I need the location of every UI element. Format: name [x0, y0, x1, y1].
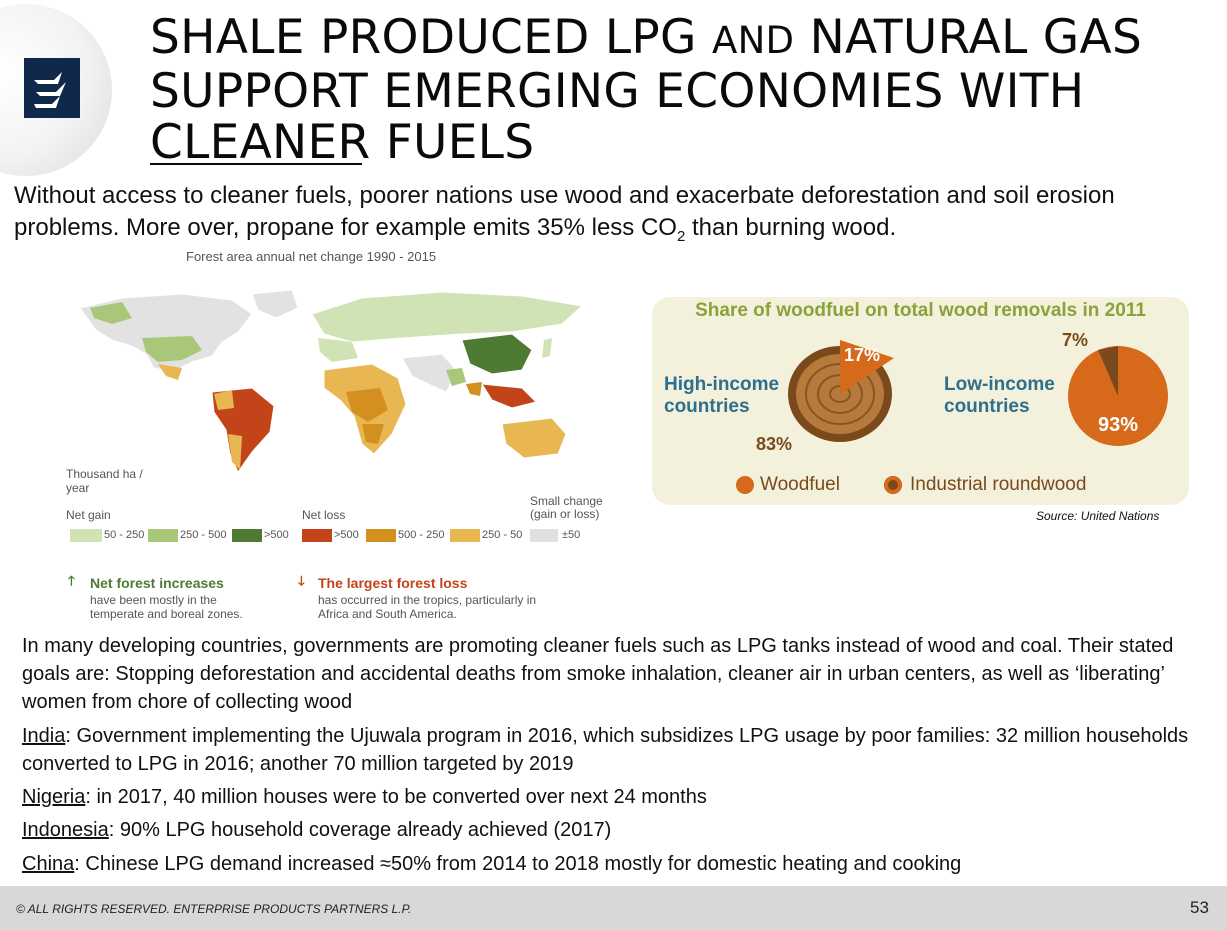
- footer-bar: [0, 886, 1227, 930]
- legend-label: ±50: [562, 529, 581, 541]
- company-logo: [24, 58, 80, 118]
- small-change-label: Small change (gain or loss): [530, 494, 603, 521]
- copyright-text: © ALL RIGHTS RESERVED. ENTERPRISE PRODUC…: [16, 902, 412, 916]
- page-title: SHALE PRODUCED LPG AND NATURAL GAS SUPPO…: [150, 10, 1143, 170]
- low-woodfuel-pct: 93%: [1098, 414, 1139, 436]
- intro-text: Without access to cleaner fuels, poorer …: [14, 182, 1115, 245]
- legend-swatch: [302, 529, 332, 542]
- legend-label: >500: [264, 529, 289, 541]
- map-unit-label: Thousand ha / year: [66, 467, 143, 495]
- low-industrial-pct: 7%: [1062, 330, 1089, 350]
- legend-label: 500 - 250: [398, 529, 445, 541]
- body-paragraph: In many developing countries, government…: [22, 635, 1174, 713]
- bullet-india: India: Government implementing the Ujuwa…: [22, 725, 1189, 775]
- loss-note-text: has occurred in the tropics, particularl…: [318, 593, 537, 621]
- legend-label: 250 - 500: [180, 529, 227, 541]
- low-income-pie-chart: [1068, 346, 1168, 446]
- bullet-china: China: Chinese LPG demand increased ≈50%…: [22, 853, 962, 875]
- legend-swatch: [70, 529, 102, 542]
- net-loss-label: Net loss: [302, 508, 346, 522]
- high-income-log-chart: [788, 340, 894, 442]
- loss-note-title: The largest forest loss: [318, 575, 468, 591]
- industrial-legend-label: Industrial roundwood: [910, 474, 1087, 495]
- legend-swatch: [450, 529, 480, 542]
- page-number: 53: [1190, 898, 1209, 917]
- woodfuel-legend-label: Woodfuel: [760, 474, 840, 495]
- woodfuel-legend-swatch: [736, 476, 754, 494]
- legend-swatch: [232, 529, 262, 542]
- high-industrial-pct: 83%: [756, 434, 793, 454]
- down-arrow-icon: 🡓: [298, 573, 305, 588]
- forest-change-world-map: [79, 289, 584, 474]
- legend-label: 250 - 50: [482, 529, 523, 541]
- source-note: Source: United Nations: [1036, 509, 1160, 523]
- up-arrow-icon: 🡑: [68, 573, 75, 588]
- high-woodfuel-pct: 17%: [844, 345, 881, 365]
- legend-swatch: [530, 529, 558, 542]
- bullet-indonesia: Indonesia: 90% LPG household coverage al…: [22, 819, 612, 841]
- industrial-legend-swatch: [884, 476, 902, 494]
- high-income-label: High-income countries: [664, 374, 780, 417]
- lightning-icon: [34, 72, 66, 108]
- legend-label: >500: [334, 529, 359, 541]
- gain-note-text: have been mostly in the temperate and bo…: [90, 593, 243, 621]
- map-title: Forest area annual net change 1990 - 201…: [186, 249, 437, 264]
- net-gain-label: Net gain: [66, 508, 111, 522]
- bullet-nigeria: Nigeria: in 2017, 40 million houses were…: [22, 786, 707, 808]
- low-income-label: Low-income countries: [944, 374, 1055, 417]
- gain-note-title: Net forest increases: [90, 575, 224, 591]
- legend-swatch: [366, 529, 396, 542]
- legend-label: 50 - 250: [104, 529, 145, 541]
- legend-swatch: [148, 529, 178, 542]
- woodfuel-title: Share of woodfuel on total wood removals…: [695, 300, 1146, 321]
- title-underline: [150, 163, 362, 165]
